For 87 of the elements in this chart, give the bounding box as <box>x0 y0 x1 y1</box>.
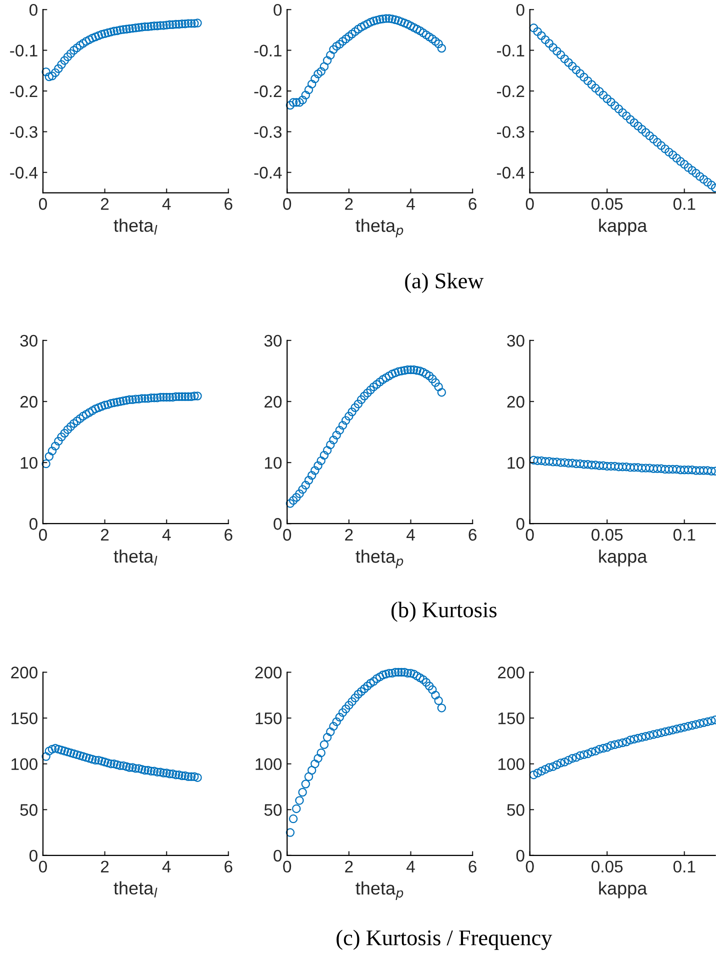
y-tick-label: -0.4 <box>10 166 38 179</box>
x-tick-label: 4 <box>162 860 171 872</box>
x-tick-label: 0 <box>283 860 292 873</box>
x-tick-label: 6 <box>224 860 232 873</box>
y-tick-label: 50 <box>20 804 38 816</box>
x-tick-label: 2 <box>100 860 109 872</box>
y-tick-label: -0.1 <box>497 44 524 56</box>
y-tick-label: 10 <box>264 456 282 469</box>
y-tick-label: 20 <box>20 396 38 408</box>
text: (a) Skew <box>405 272 484 293</box>
x-tick-label: 4 <box>162 529 171 541</box>
y-tick-label: -0.3 <box>10 126 38 138</box>
y-tick-label: 0 <box>29 4 38 16</box>
x-tick-label: 6 <box>224 528 232 541</box>
y-tick-label: 200 <box>11 666 38 678</box>
x-tick-label: 0.1 <box>673 198 696 210</box>
y-tick-label: 0 <box>29 850 38 862</box>
y-tick-label: 0 <box>516 850 524 862</box>
x-tick-label: 0 <box>38 198 47 210</box>
y-tick-label: -0.1 <box>10 44 38 56</box>
x-tick-label: 0 <box>38 528 47 541</box>
y-tick-label: 30 <box>20 334 38 347</box>
y-tick-label: 50 <box>264 804 282 816</box>
y-tick-label: 150 <box>256 712 282 724</box>
x-tick-label: 2 <box>345 528 353 541</box>
x-tick-label: 4 <box>162 198 171 210</box>
x-axis-title: kappa <box>599 881 648 898</box>
x-axis-title: theta$_{p}$ <box>356 218 404 238</box>
x-axis-title: theta$_{p}$ <box>356 550 404 568</box>
y-tick-label: 150 <box>498 712 524 724</box>
x-tick-label: 0.05 <box>592 860 623 873</box>
x-tick-label: 4 <box>406 860 415 872</box>
y-tick-label: 0 <box>274 850 282 862</box>
y-tick-label: 0 <box>274 4 282 16</box>
y-tick-label: 0 <box>274 518 282 530</box>
x-tick-label: 0 <box>283 198 292 210</box>
text: (b) Kurtosis <box>392 602 497 622</box>
y-tick-label: 20 <box>507 396 524 408</box>
x-tick-label: 6 <box>468 860 476 873</box>
x-axis-title: kappa <box>599 218 648 236</box>
x-tick-label: 0.05 <box>592 528 623 541</box>
x-axis-title: theta$_{l}$ <box>114 549 158 566</box>
x-tick-label: 0 <box>38 860 47 873</box>
x-tick-label: 6 <box>468 198 476 210</box>
x-axis-title: theta$_{l}$ <box>114 218 158 235</box>
x-tick-label: 2 <box>345 198 353 210</box>
y-tick-label: 30 <box>264 334 282 347</box>
y-tick-label: 0 <box>516 518 524 530</box>
x-tick-label: 0 <box>526 528 534 541</box>
y-tick-label: -0.3 <box>254 126 282 138</box>
x-axis-title: theta$_{p}$ <box>356 881 404 900</box>
x-axis-title: kappa <box>599 550 648 566</box>
x-tick-label: 2 <box>100 528 109 541</box>
x-axis-title: theta$_{l}$ <box>114 881 158 898</box>
y-tick-label: 100 <box>12 758 38 770</box>
y-tick-label: -0.4 <box>254 166 282 179</box>
y-tick-label: 100 <box>256 758 282 770</box>
y-tick-label: 200 <box>498 666 524 678</box>
y-tick-label: 50 <box>507 804 524 816</box>
y-tick-label: 100 <box>498 758 524 770</box>
x-tick-label: 4 <box>406 529 415 541</box>
x-tick-label: 0 <box>526 198 534 210</box>
y-tick-label: -0.3 <box>497 126 524 138</box>
y-tick-label: 150 <box>12 712 38 724</box>
y-tick-label: -0.4 <box>497 166 524 179</box>
y-tick-label: 0 <box>29 518 38 530</box>
text: (c) Kurtosis / Frequency <box>336 930 552 950</box>
y-tick-label: -0.2 <box>10 85 38 98</box>
x-tick-label: 0 <box>526 860 534 873</box>
x-tick-label: 2 <box>100 198 109 210</box>
x-tick-label: 2 <box>345 860 353 872</box>
x-tick-label: 6 <box>468 528 476 541</box>
x-tick-label: 0 <box>283 528 292 541</box>
y-tick-label: 10 <box>20 456 38 469</box>
y-tick-label: -0.1 <box>254 44 282 56</box>
y-tick-label: 0 <box>516 4 524 16</box>
y-tick-label: 200 <box>255 666 282 678</box>
x-tick-label: 4 <box>406 198 415 210</box>
y-tick-label: 10 <box>508 456 524 469</box>
x-tick-label: 0.05 <box>592 198 623 210</box>
x-tick-label: 0.1 <box>673 860 696 873</box>
y-tick-label: -0.2 <box>497 85 524 98</box>
y-tick-label: 30 <box>507 334 524 347</box>
y-tick-label: 20 <box>264 396 282 408</box>
x-tick-label: 0.1 <box>673 528 696 541</box>
y-tick-label: -0.2 <box>254 85 282 98</box>
x-tick-label: 6 <box>224 198 232 210</box>
